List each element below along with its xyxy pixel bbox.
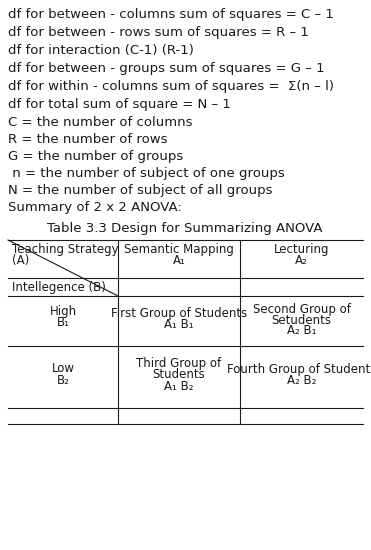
Text: Low: Low	[52, 362, 75, 376]
Text: A₂ B₁: A₂ B₁	[287, 324, 316, 338]
Text: df for between - rows sum of squares = R – 1: df for between - rows sum of squares = R…	[8, 26, 309, 39]
Text: Table 3.3 Design for Summarizing ANOVA: Table 3.3 Design for Summarizing ANOVA	[47, 222, 323, 235]
Text: A₂: A₂	[295, 254, 308, 267]
Text: A₂ B₂: A₂ B₂	[287, 375, 316, 388]
Text: Semantic Mapping: Semantic Mapping	[124, 243, 234, 256]
Text: Second Group of: Second Group of	[253, 302, 351, 316]
Text: Summary of 2 x 2 ANOVA:: Summary of 2 x 2 ANOVA:	[8, 201, 182, 214]
Text: C = the number of columns: C = the number of columns	[8, 116, 193, 129]
Text: n = the number of subject of one groups: n = the number of subject of one groups	[8, 167, 285, 180]
Text: G = the number of groups: G = the number of groups	[8, 150, 183, 163]
Text: Setudents: Setudents	[272, 314, 332, 327]
Text: First Group of Students: First Group of Students	[111, 306, 247, 320]
Text: Third Group of: Third Group of	[137, 356, 221, 370]
Text: Students: Students	[152, 368, 206, 382]
Text: df for total sum of square = N – 1: df for total sum of square = N – 1	[8, 98, 231, 111]
Text: N = the number of subject of all groups: N = the number of subject of all groups	[8, 184, 273, 197]
Text: Intellegence (B): Intellegence (B)	[12, 281, 106, 294]
Text: df for between - columns sum of squares = C – 1: df for between - columns sum of squares …	[8, 8, 334, 21]
Text: B₁: B₁	[56, 316, 69, 329]
Text: A₁ B₂: A₁ B₂	[164, 381, 194, 393]
Text: B₂: B₂	[56, 375, 69, 388]
Text: df for within - columns sum of squares =  Σ(n – l): df for within - columns sum of squares =…	[8, 80, 334, 93]
Text: (A): (A)	[12, 254, 29, 267]
Text: df for interaction (C-1) (R-1): df for interaction (C-1) (R-1)	[8, 44, 194, 57]
Text: Lecturing: Lecturing	[274, 243, 329, 256]
Text: Fourth Group of Students: Fourth Group of Students	[227, 362, 371, 376]
Text: R = the number of rows: R = the number of rows	[8, 133, 167, 146]
Text: A₁ B₁: A₁ B₁	[164, 318, 194, 332]
Text: df for between - groups sum of squares = G – 1: df for between - groups sum of squares =…	[8, 62, 325, 75]
Text: A₁: A₁	[173, 254, 186, 267]
Text: Teaching Strategy: Teaching Strategy	[12, 243, 119, 256]
Text: High: High	[49, 305, 76, 317]
